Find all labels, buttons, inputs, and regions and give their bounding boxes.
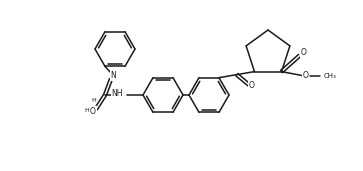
Text: H: H [91,98,96,103]
Text: N: N [110,71,116,81]
Text: CH₃: CH₃ [323,73,336,79]
Text: NH: NH [111,89,123,98]
Text: O: O [301,48,306,57]
Text: O: O [90,107,96,115]
Text: H: H [84,108,89,113]
Text: O: O [249,81,255,90]
Text: O: O [303,71,309,80]
